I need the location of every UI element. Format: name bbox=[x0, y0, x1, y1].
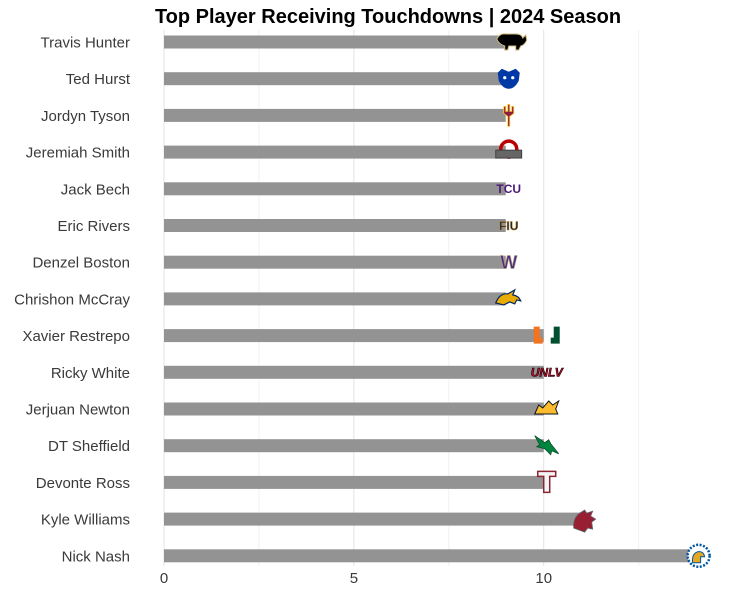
tcu-logo: TCU bbox=[496, 182, 521, 196]
chart-title: Top Player Receiving Touchdowns | 2024 S… bbox=[155, 6, 621, 28]
bar bbox=[164, 145, 506, 159]
category-label: Jerjuan Newton bbox=[26, 402, 130, 419]
bar bbox=[164, 255, 506, 269]
pitchfork-logo bbox=[503, 104, 515, 127]
x-tick-labels: 0 5 10 bbox=[160, 570, 552, 587]
panther-logo bbox=[497, 68, 520, 89]
bar bbox=[164, 72, 506, 86]
category-label: Devonte Ross bbox=[36, 475, 130, 492]
svg-text:TCU: TCU bbox=[496, 182, 521, 196]
bar bbox=[164, 182, 506, 196]
category-label: DT Sheffield bbox=[48, 438, 130, 455]
category-label: Travis Hunter bbox=[41, 35, 130, 52]
spartan-logo bbox=[686, 543, 711, 569]
svg-text:FIU: FIU bbox=[499, 219, 518, 233]
t-logo bbox=[536, 470, 557, 494]
svg-text:UNLV: UNLV bbox=[531, 366, 564, 380]
bars bbox=[164, 35, 696, 563]
unlv-logo: UNLV bbox=[530, 365, 564, 380]
split-u-logo bbox=[533, 326, 560, 344]
bar bbox=[164, 329, 544, 343]
bar bbox=[164, 512, 582, 526]
category-label: Chrishon McCray bbox=[14, 291, 130, 308]
owl-logo bbox=[533, 399, 560, 415]
fiu-logo: FIU bbox=[499, 219, 519, 234]
category-label: Kyle Williams bbox=[41, 512, 130, 529]
block-o-logo bbox=[495, 139, 523, 159]
category-label: Jeremiah Smith bbox=[26, 145, 130, 162]
category-label: Denzel Boston bbox=[32, 255, 130, 272]
category-label: Xavier Restrepo bbox=[22, 328, 130, 345]
golden-flash-logo bbox=[494, 288, 522, 306]
buffalo-logo bbox=[496, 33, 528, 51]
category-label: Jack Bech bbox=[61, 181, 130, 198]
bar bbox=[164, 108, 506, 122]
svg-text:W: W bbox=[500, 253, 517, 273]
bar bbox=[164, 549, 696, 563]
category-label: Jordyn Tyson bbox=[41, 108, 130, 125]
bar bbox=[164, 35, 506, 49]
eagle-logo bbox=[534, 435, 560, 456]
category-labels: Travis Hunter Ted Hurst Jordyn Tyson Jeremi… bbox=[14, 35, 131, 566]
bar bbox=[164, 292, 506, 306]
bar bbox=[164, 402, 544, 416]
cougar-logo bbox=[573, 509, 597, 533]
category-label: Ricky White bbox=[51, 365, 130, 382]
w-logo: W bbox=[500, 252, 518, 273]
x-tick-label: 0 bbox=[160, 570, 168, 587]
bar bbox=[164, 219, 506, 232]
bar bbox=[164, 365, 544, 379]
x-tick-label: 10 bbox=[535, 570, 552, 587]
team-logos: TCU FIU W UNLV bbox=[494, 33, 711, 569]
category-label: Nick Nash bbox=[62, 548, 130, 565]
x-tick-label: 5 bbox=[350, 570, 358, 587]
category-label: Ted Hurst bbox=[66, 71, 131, 88]
bar bbox=[164, 475, 544, 489]
bar bbox=[164, 439, 544, 453]
category-label: Eric Rivers bbox=[57, 218, 130, 235]
